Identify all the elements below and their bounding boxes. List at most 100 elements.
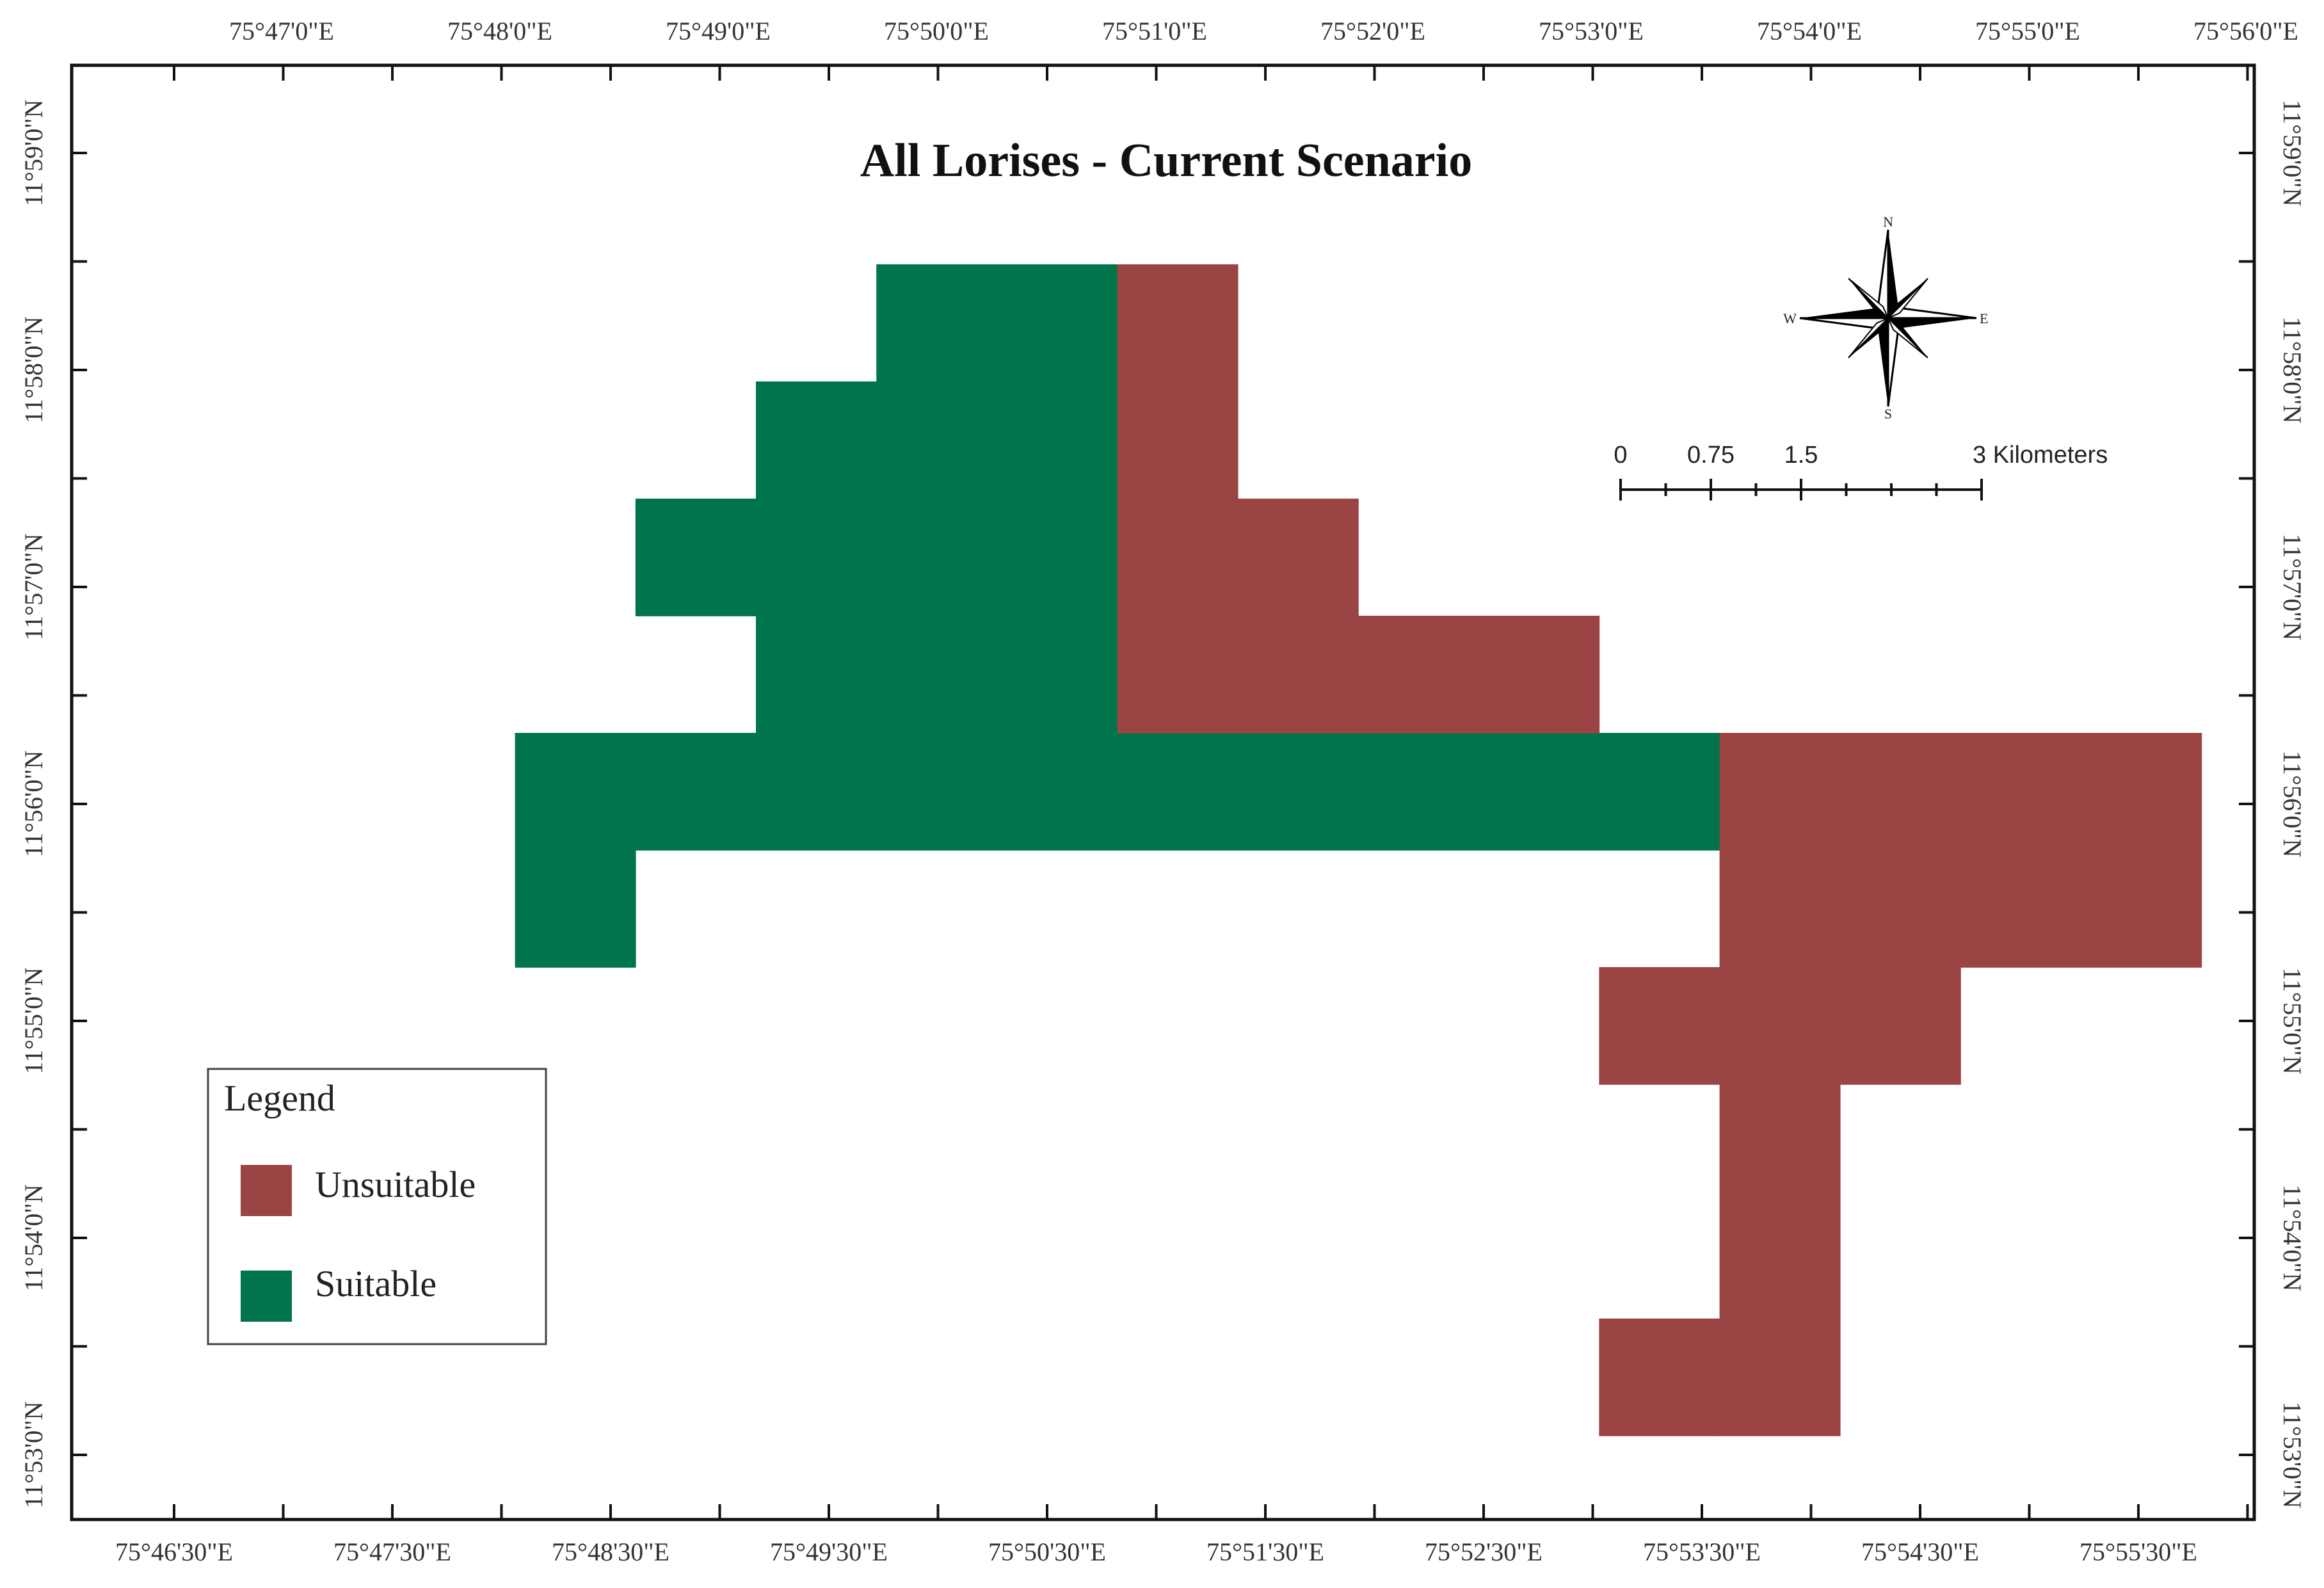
suitable-cell <box>1237 733 1359 851</box>
frame-ticks <box>72 65 2254 1520</box>
right-latitude-label: 11°56'0"N <box>2278 751 2307 858</box>
suitable-cell <box>876 499 998 616</box>
suitable-cell <box>1358 733 1479 851</box>
bottom-longitude-label: 75°51'30"E <box>1206 1537 1324 1566</box>
top-longitude-label: 75°53'0"E <box>1539 17 1644 45</box>
bottom-longitude-label: 75°48'30"E <box>552 1537 669 1566</box>
compass-s-label: S <box>1884 406 1892 422</box>
left-latitude-label: 11°54'0"N <box>19 1185 48 1292</box>
left-latitude-labels: 11°59'0"N 11°58'0"N 11°57'0"N 11°56'0"N 11°5… <box>19 100 48 1509</box>
north-arrow-icon: N S E W <box>1783 214 1988 422</box>
right-latitude-label: 11°59'0"N <box>2278 100 2307 207</box>
suitable-cell <box>876 381 998 499</box>
unsuitable-cell <box>1117 616 1238 734</box>
unsuitable-cell <box>1719 1201 1841 1319</box>
unsuitable-cell <box>1237 499 1359 616</box>
top-longitude-labels: 75°47'0"E 75°48'0"E 75°49'0"E 75°50'0"E 75°5… <box>229 17 2298 45</box>
legend-swatch-suitable <box>241 1271 292 1322</box>
suitable-cell <box>997 733 1118 851</box>
right-latitude-label: 11°55'0"N <box>2278 968 2307 1075</box>
suitable-cell <box>1479 733 1600 851</box>
map-title: All Lorises - Current Scenario <box>860 134 1472 187</box>
left-latitude-label: 11°55'0"N <box>19 968 48 1075</box>
suitable-cell <box>997 381 1118 499</box>
bottom-longitude-label: 75°53'30"E <box>1643 1537 1761 1566</box>
unsuitable-cell <box>1719 733 1841 851</box>
suitable-cell <box>997 499 1118 616</box>
unsuitable-cell <box>1599 1319 1720 1436</box>
top-longitude-label: 75°52'0"E <box>1320 17 1425 45</box>
unsuitable-cell <box>1719 967 1841 1085</box>
unsuitable-cell <box>1599 967 1720 1085</box>
unsuitable-cell <box>1960 850 2081 968</box>
top-longitude-label: 75°51'0"E <box>1102 17 1207 45</box>
scale-label-1-5: 1.5 <box>1784 442 1818 469</box>
scale-bar: 0 0.75 1.5 3 Kilometers <box>1614 442 2108 501</box>
suitable-cell <box>756 381 877 499</box>
left-latitude-label: 11°58'0"N <box>19 317 48 424</box>
left-latitude-label: 11°59'0"N <box>19 100 48 207</box>
legend: Legend Unsuitable Suitable <box>207 1068 547 1345</box>
unsuitable-cell <box>1237 616 1359 734</box>
unsuitable-cell <box>1479 616 1600 734</box>
unsuitable-cell <box>1719 1084 1841 1202</box>
suitable-cell <box>756 733 877 851</box>
bottom-longitude-label: 75°46'30"E <box>115 1537 233 1566</box>
top-longitude-label: 75°56'0"E <box>2193 17 2298 45</box>
right-latitude-label: 11°53'0"N <box>2278 1402 2307 1509</box>
bottom-longitude-label: 75°50'30"E <box>988 1537 1106 1566</box>
suitable-cell <box>997 616 1118 734</box>
legend-title: Legend <box>224 1077 335 1119</box>
unsuitable-cell <box>1960 733 2081 851</box>
suitable-cell <box>756 499 877 616</box>
habitat-grid <box>515 264 2202 1436</box>
unsuitable-cell <box>1117 499 1238 616</box>
scale-label-3-km: 3 Kilometers <box>1973 442 2108 469</box>
left-latitude-label: 11°57'0"N <box>19 534 48 641</box>
compass-n-label: N <box>1883 214 1893 230</box>
suitable-cell <box>1599 733 1720 851</box>
top-longitude-label: 75°50'0"E <box>884 17 989 45</box>
unsuitable-cell <box>1117 381 1238 499</box>
top-longitude-label: 75°54'0"E <box>1757 17 1862 45</box>
legend-label-unsuitable: Unsuitable <box>315 1164 476 1205</box>
scale-label-0: 0 <box>1614 442 1627 469</box>
unsuitable-cell <box>1839 733 1961 851</box>
bottom-longitude-label: 75°52'30"E <box>1425 1537 1543 1566</box>
unsuitable-cell <box>1117 264 1238 382</box>
bottom-longitude-label: 75°49'30"E <box>770 1537 888 1566</box>
unsuitable-cell <box>1719 1319 1841 1436</box>
unsuitable-cell <box>2081 850 2202 968</box>
top-longitude-label: 75°49'0"E <box>666 17 771 45</box>
suitable-cell <box>756 616 877 734</box>
right-latitude-labels: 11°59'0"N 11°58'0"N 11°57'0"N 11°56'0"N 11°5… <box>2278 100 2307 1509</box>
legend-swatch-unsuitable <box>241 1165 292 1216</box>
suitable-cell <box>515 850 636 968</box>
bottom-longitude-label: 75°55'30"E <box>2080 1537 2197 1566</box>
bottom-longitude-label: 75°54'30"E <box>1861 1537 1979 1566</box>
unsuitable-cell <box>1358 616 1479 734</box>
suitable-cell <box>876 733 998 851</box>
unsuitable-cell <box>1839 850 1961 968</box>
suitable-cell <box>997 264 1118 382</box>
legend-label-suitable: Suitable <box>315 1263 437 1304</box>
suitable-cell <box>876 616 998 734</box>
unsuitable-cell <box>1719 850 1841 968</box>
bottom-longitude-label: 75°47'30"E <box>333 1537 451 1566</box>
suitable-cell <box>515 733 636 851</box>
right-latitude-label: 11°58'0"N <box>2278 317 2307 424</box>
suitable-cell <box>635 499 757 616</box>
compass-w-label: W <box>1783 310 1797 326</box>
right-latitude-label: 11°54'0"N <box>2278 1185 2307 1292</box>
left-latitude-label: 11°53'0"N <box>19 1402 48 1509</box>
suitable-cell <box>876 264 998 382</box>
unsuitable-cell <box>2081 733 2202 851</box>
unsuitable-cell <box>1839 967 1961 1085</box>
suitable-cell <box>635 733 757 851</box>
top-longitude-label: 75°55'0"E <box>1975 17 2080 45</box>
left-latitude-label: 11°56'0"N <box>19 751 48 858</box>
bottom-longitude-labels: 75°46'30"E 75°47'30"E 75°48'30"E 75°49'30"E… <box>115 1537 2197 1566</box>
right-latitude-label: 11°57'0"N <box>2278 534 2307 641</box>
top-longitude-label: 75°48'0"E <box>447 17 552 45</box>
